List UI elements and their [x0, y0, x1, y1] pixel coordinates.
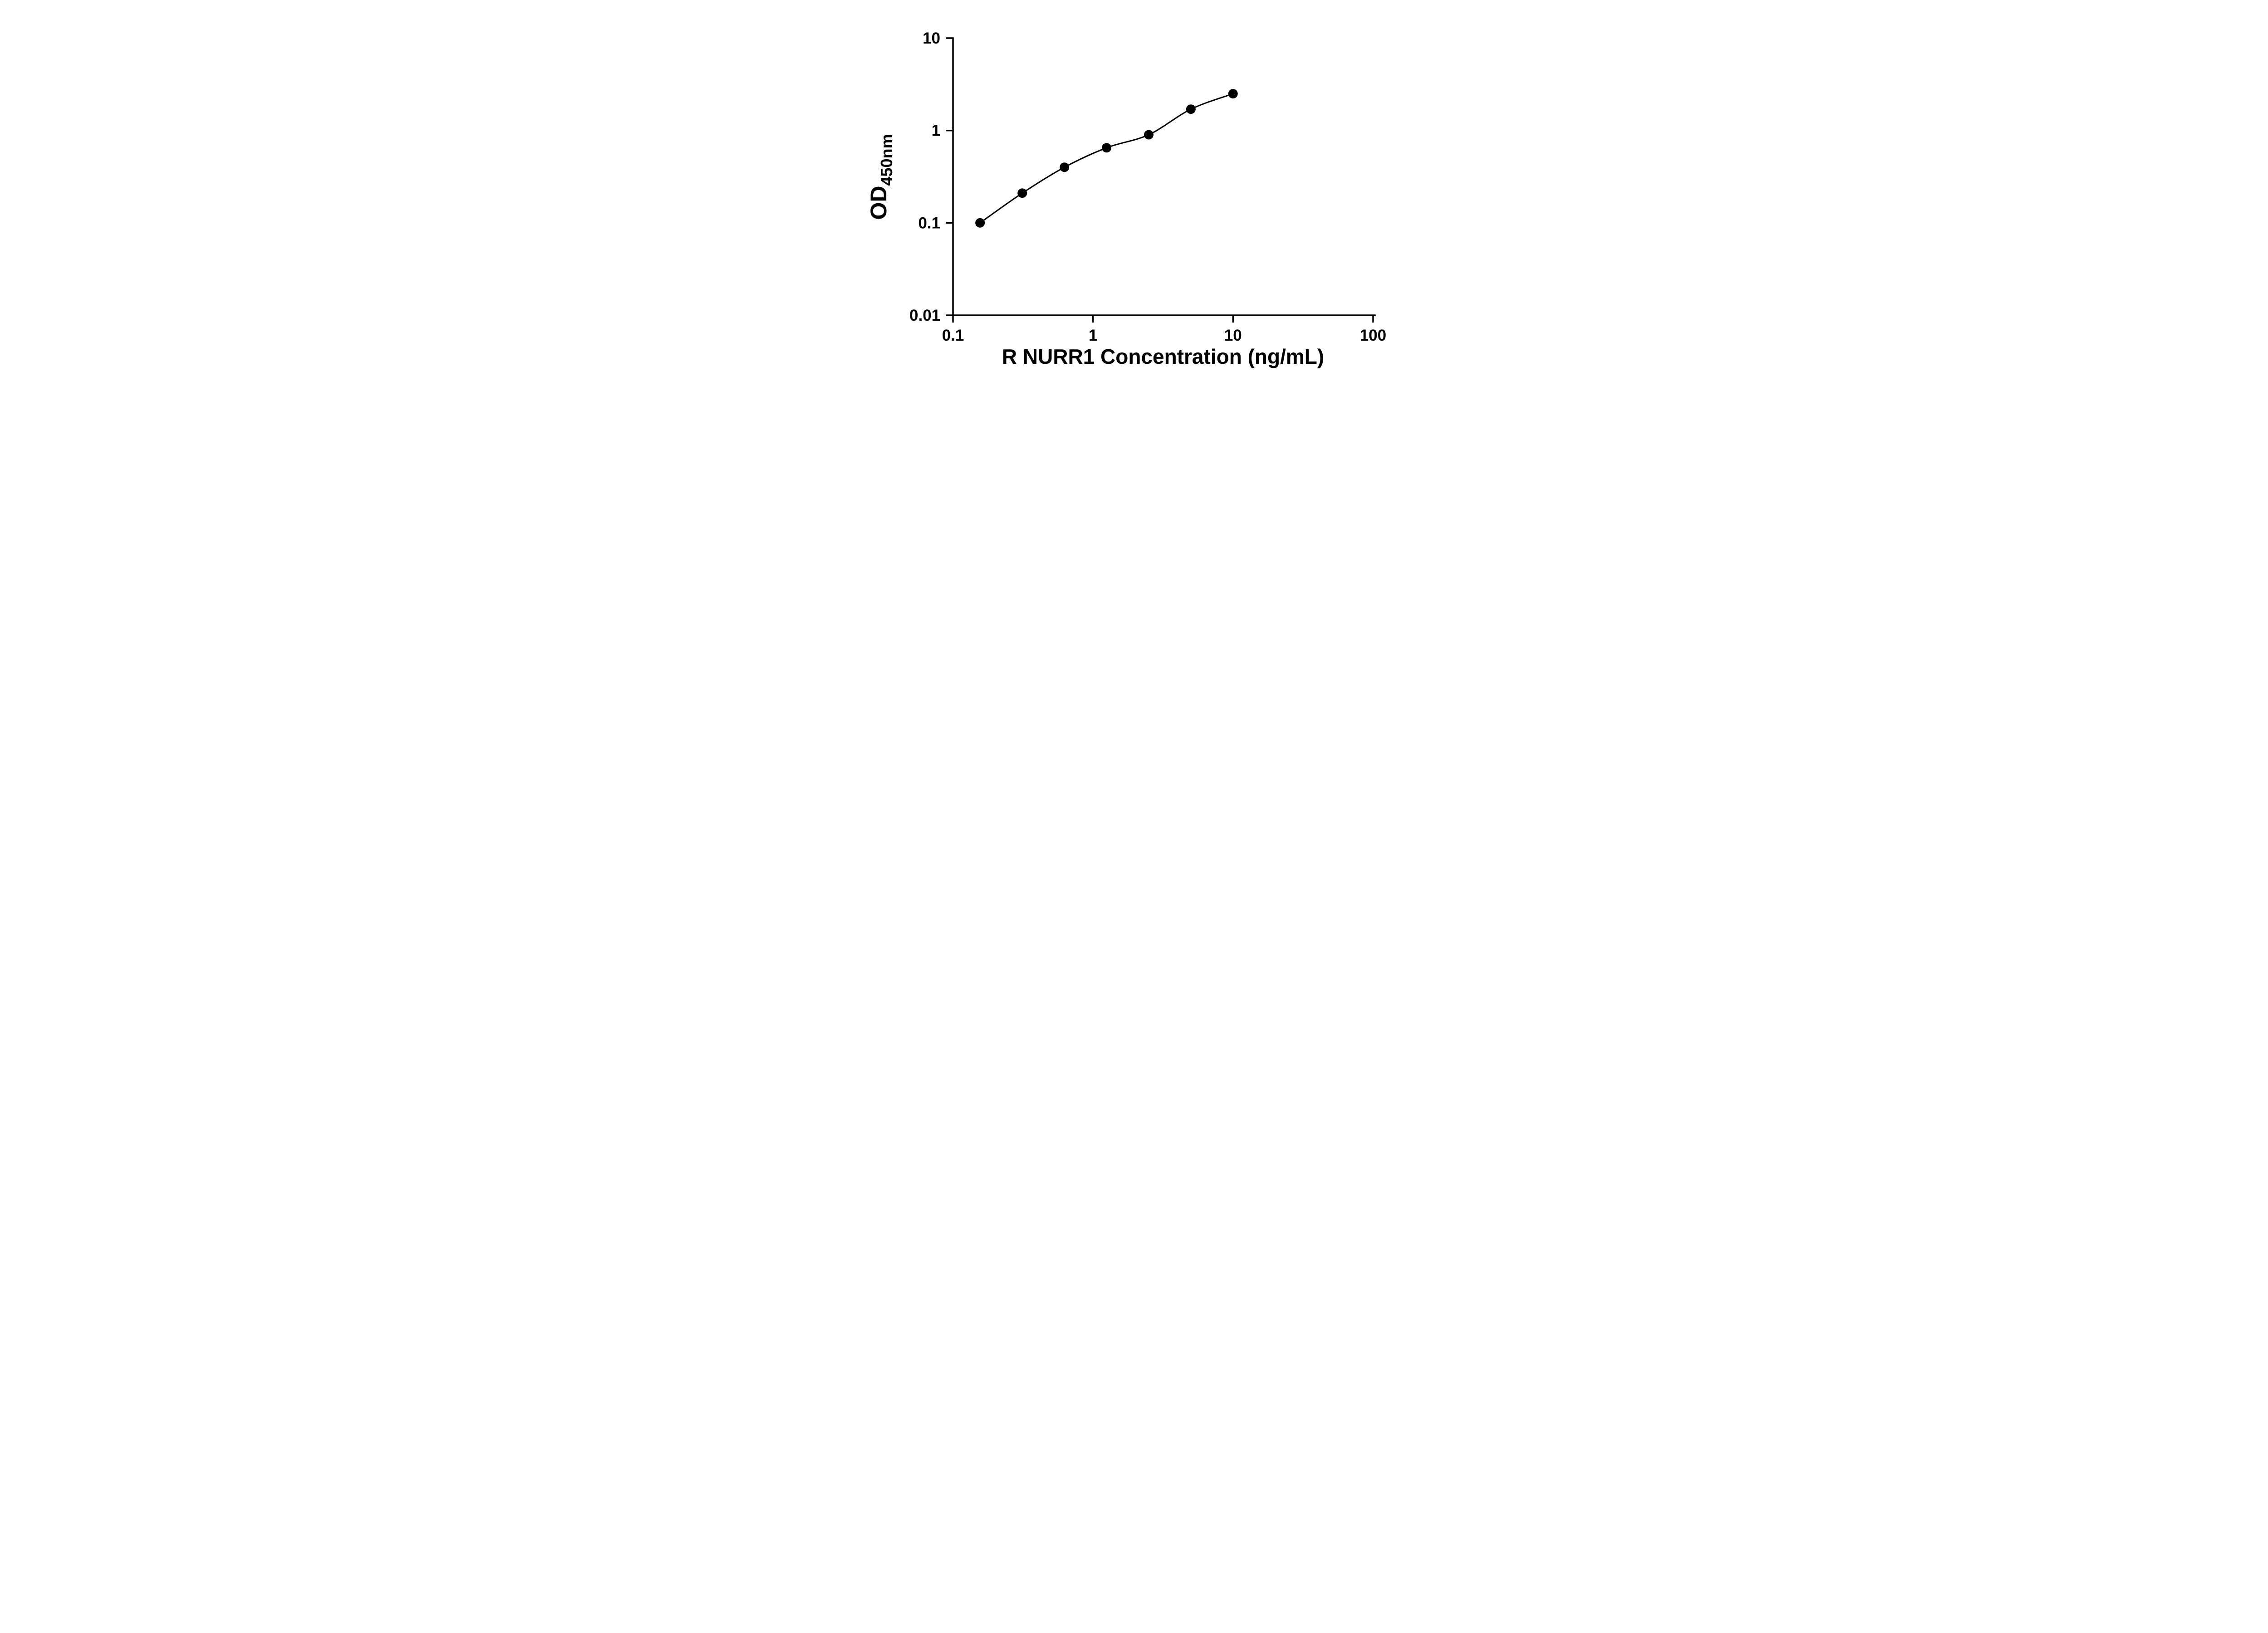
data-point [975, 218, 985, 228]
data-point [1102, 143, 1112, 153]
y-axis-tick-label: 0.1 [918, 214, 940, 232]
data-point [1017, 188, 1027, 198]
data-point [1228, 89, 1238, 99]
data-point [1060, 162, 1070, 172]
data-point [1186, 104, 1196, 114]
series-layer [975, 89, 1238, 228]
x-axis-tick-label: 100 [1360, 327, 1386, 344]
y-axis-tick-label: 10 [923, 29, 940, 47]
x-axis-title: R NURR1 Concentration (ng/mL) [1002, 345, 1324, 368]
x-axis-tick-label: 0.1 [942, 327, 964, 344]
y-axis-tick-label: 0.01 [909, 307, 940, 324]
y-axis-tick-label: 1 [932, 122, 940, 140]
data-point [1144, 130, 1154, 140]
elisa-standard-curve-figure: 0.01 0.1 1 10 0.1 1 10 100 R NURR1 Concentratio… [842, 0, 1426, 408]
x-axis-tick-label: 10 [1224, 327, 1242, 344]
y-axis-title-subscript: 450nm [877, 134, 896, 186]
fit-curve [979, 93, 1233, 224]
y-axis-title-main: OD [866, 186, 891, 220]
x-axis-tick-label: 1 [1089, 327, 1097, 344]
y-axis-title: OD450nm [866, 134, 896, 220]
axes-spine [952, 37, 1376, 316]
